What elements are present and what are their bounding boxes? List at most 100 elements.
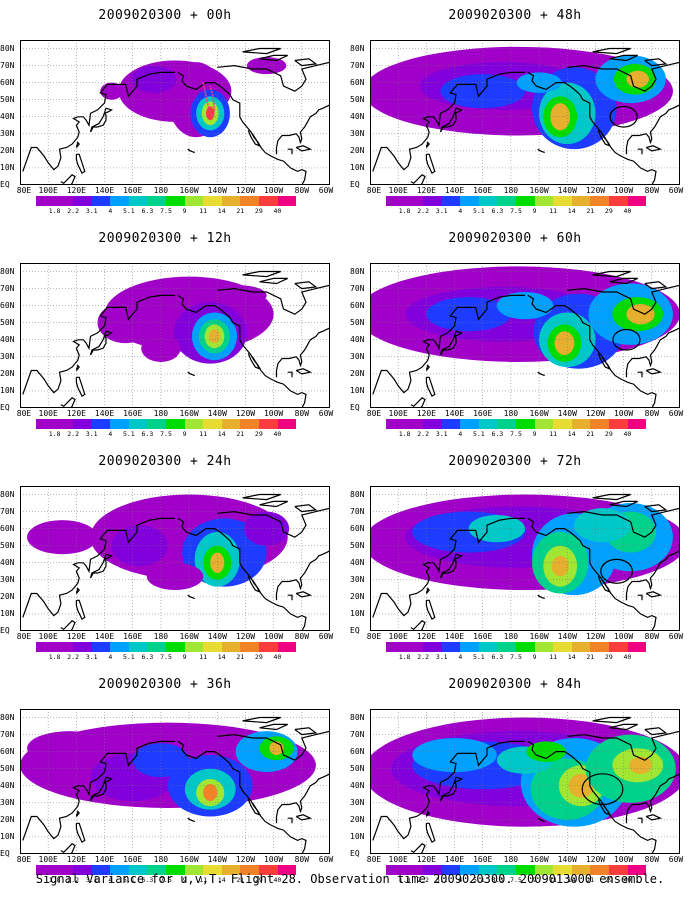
latitude-label: 30N (0, 128, 15, 138)
latitude-label: 20N (0, 368, 15, 378)
colorbar-label: 9 (182, 653, 187, 661)
colorbar-segment (147, 419, 167, 429)
longitude-label: 100E (388, 855, 408, 864)
colorbar-segment (73, 642, 92, 652)
longitude-label: 60W (668, 409, 684, 418)
coastline (60, 174, 76, 185)
colorbar-segment (128, 196, 148, 206)
coastline (592, 493, 631, 501)
colorbar-label: 9 (532, 207, 537, 215)
coastline (527, 71, 657, 185)
latitude-label: 70N (0, 506, 15, 516)
longitude-label: 80E (366, 409, 382, 418)
longitude-label: 140W (207, 855, 227, 864)
colorbar-segment (571, 419, 591, 429)
panel-title: 2009020300 + 60h (448, 231, 582, 246)
colorbar-segment (460, 642, 479, 652)
latitude-label: 20N (0, 591, 15, 601)
coastline (294, 58, 318, 67)
longitude-label: 80E (16, 632, 32, 641)
coastline (625, 773, 680, 824)
colorbar (36, 419, 297, 429)
colorbar-segment (221, 865, 241, 875)
map-area: 80N 70N 60N 50N 40N 30N 20N 10N EQ 80E 100E 120E 140… (350, 40, 683, 195)
coastline (537, 594, 545, 600)
verification-circle (600, 558, 633, 584)
coastline (187, 148, 195, 154)
panel-title: 2009020300 + 72h (448, 454, 582, 469)
coastline (247, 353, 261, 370)
colorbar-label: 21 (236, 876, 245, 884)
longitude-label: 160E (473, 409, 493, 418)
colorbar-label: 6.3 (141, 207, 154, 215)
latitude-label: 40N (350, 780, 365, 790)
longitude-label: 180 (153, 855, 169, 864)
latitude-label: 10N (350, 831, 365, 841)
colorbar-label: 3.1 (85, 430, 98, 438)
colorbar-segment (590, 865, 609, 875)
longitude-label: 100W (613, 186, 634, 195)
map-panel: 2009020300 + 72h 80N 70N 60N 50N 40N 30N 20N 10N… (350, 446, 683, 661)
longitude-label: 120E (66, 632, 86, 641)
longitude-label: 140E (94, 186, 115, 195)
latitude-label: 30N (0, 797, 15, 807)
longitude-label: 80E (16, 409, 32, 418)
variance-map (20, 486, 330, 631)
coastline (597, 353, 611, 370)
coastline (439, 553, 464, 579)
colorbar-label: 6.3 (141, 430, 154, 438)
colorbar-label: 29 (604, 876, 613, 884)
variance-map (370, 40, 680, 185)
colorbar-label: 7.5 (160, 653, 172, 661)
colorbar-label: 4 (458, 653, 463, 661)
latitude-label: 20N (350, 145, 365, 155)
longitude-label: 120W (235, 632, 256, 641)
colorbar-label: 14 (567, 876, 576, 884)
coastline (22, 71, 175, 172)
coastline (609, 54, 638, 62)
longitude-label: 160E (123, 186, 143, 195)
longitude-label: 100W (613, 409, 634, 418)
colorbar-label: 9 (182, 430, 187, 438)
panel-title: 2009020300 + 00h (98, 8, 232, 23)
variance-contour (27, 520, 98, 555)
longitude-label: 180 (153, 186, 169, 195)
coastline (637, 817, 643, 824)
colorbar-segment (240, 419, 259, 429)
colorbar-segment (240, 196, 259, 206)
longitude-label: 180 (153, 632, 169, 641)
longitude-label: 160W (179, 632, 199, 641)
coastline (425, 599, 436, 620)
coastline (177, 294, 307, 408)
colorbar-label: 3.1 (85, 653, 98, 661)
colorbar-segment (534, 865, 554, 875)
variance-contour (100, 82, 123, 100)
colorbar-label: 21 (236, 207, 245, 215)
colorbar-segment (478, 642, 498, 652)
colorbar-label: 7.5 (510, 653, 522, 661)
colorbar-segment (73, 419, 92, 429)
colorbar-label: 9 (532, 430, 537, 438)
coastline (247, 130, 261, 147)
coastline (644, 281, 668, 290)
latitude-label: EQ (0, 180, 10, 189)
longitude-label: 140E (94, 409, 115, 418)
longitude-label: 80W (294, 186, 310, 195)
longitude-label: 160E (473, 186, 493, 195)
colorbar-label: 9 (182, 207, 187, 215)
longitude-label: 140E (444, 855, 465, 864)
colorbar-label: 21 (236, 430, 245, 438)
longitude-label: 140W (557, 186, 577, 195)
longitude-label: 80W (644, 409, 660, 418)
coastline (425, 141, 430, 148)
colorbar-segment (404, 865, 424, 875)
coastline (425, 364, 430, 371)
coastline (609, 277, 638, 285)
longitude-label: 160E (473, 855, 493, 864)
colorbar-segment (441, 865, 461, 875)
colorbar-labels: 1.8 2.2 3.1 4 5.1 6.3 7.5 9 11 14 21 29 40 (386, 431, 646, 439)
latitude-label: EQ (350, 849, 360, 858)
coastline (372, 294, 525, 395)
colorbar-segment (516, 419, 535, 429)
coastline (637, 594, 643, 601)
